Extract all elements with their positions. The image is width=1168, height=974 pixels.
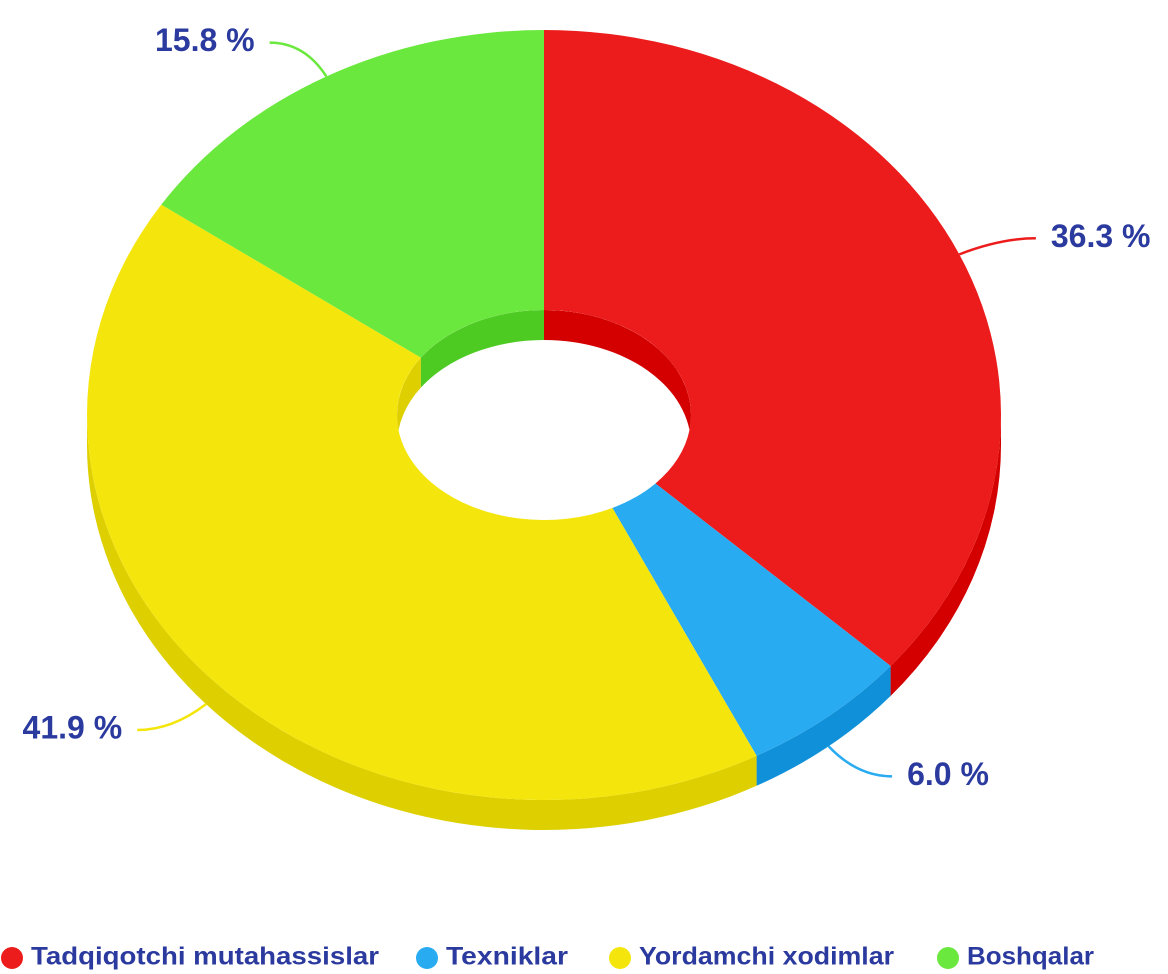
legend-label: Texniklar xyxy=(446,943,568,971)
slices xyxy=(87,30,1002,800)
legend-marker xyxy=(416,947,438,969)
slice xyxy=(612,483,891,756)
slice-side xyxy=(756,665,891,786)
legend-item[interactable]: Texniklar xyxy=(416,943,568,971)
legend: Tadqiqotchi mutahassislar Texniklar Yordam… xyxy=(1,943,1094,971)
leader-line xyxy=(269,41,328,78)
value-label: 6.0 % xyxy=(907,756,989,792)
legend-item[interactable]: Boshqalar xyxy=(937,943,1094,971)
slice-side xyxy=(87,415,757,830)
legend-marker xyxy=(609,947,631,969)
slice-inner-side xyxy=(397,357,421,445)
legend-label: Yordamchi xodimlar xyxy=(639,943,894,971)
legend-item[interactable]: Yordamchi xodimlar xyxy=(609,943,894,971)
leader-line xyxy=(137,703,207,732)
value-labels: 36.3 % 6.0 % 41.9 % 15.8 % xyxy=(23,22,1151,792)
inner-walls xyxy=(397,310,691,445)
slice xyxy=(87,204,757,800)
legend-label: Tadqiqotchi mutahassislar xyxy=(31,943,379,971)
value-label: 36.3 % xyxy=(1051,218,1151,254)
legend-label: Boshqalar xyxy=(967,943,1094,971)
slice xyxy=(544,30,1002,666)
slice-inner-side xyxy=(420,310,544,388)
outer-walls xyxy=(87,415,1002,830)
leader-line xyxy=(827,745,893,778)
slice-inner-side xyxy=(544,310,691,445)
value-label: 41.9 % xyxy=(23,709,123,745)
legend-marker xyxy=(937,947,959,969)
legend-marker xyxy=(1,947,23,969)
slice-side xyxy=(890,415,1002,696)
legend-item[interactable]: Tadqiqotchi mutahassislar xyxy=(1,943,379,971)
value-label: 15.8 % xyxy=(155,22,255,58)
leader-line xyxy=(958,237,1036,256)
slice xyxy=(161,30,544,358)
